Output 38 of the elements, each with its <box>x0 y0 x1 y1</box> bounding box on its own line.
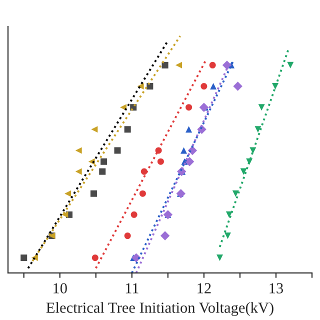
point <box>186 104 192 111</box>
point <box>124 232 131 240</box>
point <box>160 231 170 240</box>
point <box>99 168 106 175</box>
point <box>233 82 242 91</box>
x-tick-label: 13 <box>270 283 284 294</box>
point <box>162 62 168 68</box>
x-axis-title: Electrical Tree Initiation Voltage(kV) <box>46 302 274 316</box>
point <box>216 254 224 262</box>
point <box>90 190 97 197</box>
point <box>258 104 265 111</box>
x-tick-label: 12 <box>198 283 211 294</box>
point <box>100 158 108 165</box>
point <box>254 126 262 133</box>
x-tick-label: 11 <box>126 283 138 294</box>
point <box>92 254 98 262</box>
point <box>75 168 82 175</box>
point <box>114 147 121 154</box>
point <box>157 158 164 165</box>
point <box>139 190 146 197</box>
point <box>210 83 217 90</box>
point <box>184 157 194 166</box>
point <box>75 147 82 154</box>
point <box>287 62 294 68</box>
point <box>20 254 28 262</box>
point <box>186 126 192 133</box>
point <box>180 147 188 154</box>
point <box>64 190 72 197</box>
point <box>224 232 231 240</box>
point <box>200 83 208 90</box>
point <box>199 102 209 112</box>
point <box>91 126 98 133</box>
point <box>137 83 144 90</box>
point <box>175 62 182 68</box>
point <box>209 62 216 68</box>
x-tick-label: 10 <box>54 283 67 294</box>
point <box>130 211 138 218</box>
point <box>124 126 131 133</box>
